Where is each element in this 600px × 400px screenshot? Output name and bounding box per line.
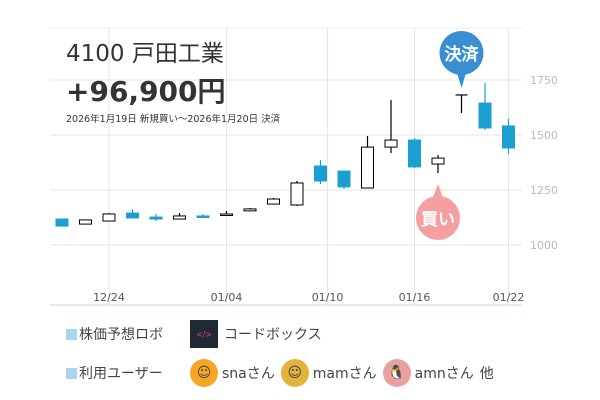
candle-body — [314, 165, 327, 182]
codebox-logo: </> — [190, 320, 218, 348]
candle-body — [502, 125, 515, 149]
x-tick-label: 01/10 — [312, 291, 344, 304]
candle-body — [102, 213, 116, 222]
candle-body — [55, 218, 69, 227]
robo-row: 株価予想ロボ </> コードボックス — [66, 320, 322, 348]
legend-square — [66, 367, 77, 379]
candle-body — [384, 139, 398, 148]
candle-body — [361, 146, 374, 189]
candle-body — [173, 215, 186, 220]
sell-marker-label: 決済 — [445, 44, 480, 65]
buy-marker-pointer — [432, 184, 444, 200]
candle-body — [431, 157, 445, 165]
users-label: 利用ユーザー — [79, 366, 163, 382]
candle-body — [290, 182, 304, 206]
user-amn[interactable]: 🐧 amnさん — [382, 359, 474, 387]
trade-period: 2026年1月19日 新規買い～2026年1月20日 決済 — [66, 114, 281, 125]
users-row: 利用ユーザー ☺ snaさん ☺ mamさん 🐧 amnさん 他 — [66, 359, 494, 387]
candle-body — [79, 219, 92, 225]
x-tick-label: 01/04 — [211, 291, 243, 304]
x-tick-label: 01/22 — [493, 291, 525, 304]
candle-body — [196, 215, 210, 218]
candle-body — [478, 102, 492, 129]
candle-body — [220, 213, 233, 216]
y-tick-label: 1500 — [530, 129, 558, 142]
candle-body — [243, 208, 257, 212]
legend-square — [66, 328, 77, 340]
candle-body — [337, 170, 351, 188]
y-tick-label: 1000 — [530, 239, 558, 252]
candle-body — [149, 216, 163, 220]
candle-body — [408, 139, 421, 168]
candle-body — [126, 212, 139, 219]
x-tick-label: 01/16 — [399, 291, 431, 304]
buy-marker — [416, 196, 460, 240]
avatar: ☺ — [190, 359, 218, 387]
avatar: 🐧 — [382, 359, 411, 387]
candle-body — [267, 198, 280, 205]
avatar: ☺ — [280, 359, 309, 387]
sell-marker — [439, 31, 484, 75]
y-tick-label: 1250 — [530, 184, 558, 197]
y-tick-label: 1750 — [530, 74, 558, 87]
buy-marker-label: 買い — [421, 210, 455, 230]
profit-amount: +96,900円 — [66, 75, 226, 108]
user-mam[interactable]: ☺ mamさん — [280, 359, 377, 387]
others-label: 他 — [479, 366, 494, 382]
x-tick-label: 12/24 — [93, 291, 125, 304]
robo-name[interactable]: コードボックス — [224, 327, 322, 343]
stock-title: 4100 戸田工業 — [66, 41, 224, 67]
robo-label: 株価予想ロボ — [79, 327, 163, 343]
user-sna[interactable]: ☺ snaさん — [190, 359, 275, 387]
